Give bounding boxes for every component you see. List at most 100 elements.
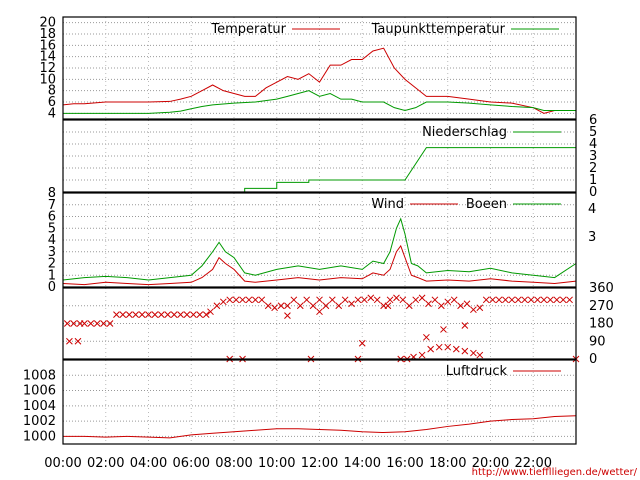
direction-point	[566, 296, 573, 304]
direction-point	[470, 306, 477, 314]
pressure-ytick-label: 1004	[23, 399, 56, 414]
direction-point	[482, 296, 490, 304]
direction-point	[157, 311, 165, 318]
wind-ytick-label: 6	[48, 210, 56, 225]
direction-point	[303, 296, 311, 304]
wind-ytick-label: 7	[48, 198, 56, 213]
direction-point	[258, 296, 266, 304]
direction-point	[164, 311, 172, 318]
direction-point	[361, 296, 368, 304]
direction-point	[232, 296, 240, 304]
wind-frame	[62, 192, 577, 288]
direction-point	[170, 311, 178, 318]
xtick-label: 04:00	[130, 456, 167, 471]
xtick-label: 06:00	[173, 456, 210, 471]
rain-ytick-label: 0	[589, 185, 597, 200]
direction-point	[335, 302, 343, 310]
direction-point	[367, 294, 375, 302]
wind-ytick-label: 5	[48, 221, 56, 236]
direction-point	[559, 296, 567, 304]
temp-ytick-label: 10	[39, 72, 56, 87]
direction-point	[219, 298, 227, 306]
direction-point	[452, 345, 460, 353]
direction-point	[316, 296, 323, 304]
xtick-label: 14:00	[344, 456, 381, 471]
rain-frame	[62, 119, 577, 193]
rain-ytick-label: 5	[589, 125, 597, 140]
temp-ytick-label: 18	[39, 27, 56, 42]
pressure-ytick-label: 1008	[23, 368, 56, 383]
direction-point	[457, 302, 464, 310]
direction-point	[271, 304, 278, 312]
direction-point	[74, 337, 82, 345]
direction-point	[553, 296, 561, 304]
direction-point	[328, 296, 336, 304]
direction-point	[476, 304, 484, 312]
direction-point	[425, 300, 432, 308]
direction-point	[202, 311, 210, 318]
direction-point	[431, 296, 439, 304]
direction-point	[540, 296, 548, 304]
temp-series-1	[63, 90, 576, 114]
direction-point	[546, 296, 554, 304]
direction-point	[100, 320, 107, 327]
direction-point	[322, 302, 330, 310]
direction-point	[348, 300, 355, 308]
pressure-legend-label: Luftdruck	[446, 364, 508, 379]
direction-point	[196, 311, 204, 318]
direction-point	[440, 326, 447, 333]
temp-ytick-label: 12	[39, 61, 56, 76]
direction-frame	[62, 287, 577, 360]
direction-point	[245, 296, 253, 304]
direction-point	[66, 337, 73, 345]
direction-point	[476, 351, 484, 359]
direction-point	[113, 311, 120, 318]
wind-ytick-label: 8	[48, 186, 56, 201]
direction-point	[239, 296, 246, 304]
pressure-frame	[62, 359, 577, 445]
rain-ytick-label: 2	[589, 161, 597, 176]
xtick-label: 10:00	[258, 456, 295, 471]
direction-point	[132, 311, 140, 318]
credit-url: http://www.tiefflliegen.de/wetter/	[472, 467, 638, 478]
wind-ytick-label: 0	[48, 280, 56, 295]
xtick-label: 16:00	[386, 456, 423, 471]
direction-point	[427, 345, 435, 353]
wind-legend-label: Wind	[371, 197, 404, 212]
direction-point	[534, 296, 541, 304]
temp-ytick-label: 14	[39, 50, 56, 65]
direction-ytick-label: 90	[589, 334, 606, 349]
direction-point	[81, 320, 88, 327]
direction-point	[450, 296, 458, 304]
direction-point	[489, 296, 496, 304]
direction-point	[70, 320, 78, 327]
direction-ytick-label: 0	[589, 352, 597, 367]
direction-point	[316, 308, 323, 316]
direction-point	[463, 300, 471, 308]
direction-point	[296, 302, 304, 310]
wind-legend-label: Boeen	[466, 197, 507, 212]
direction-point	[386, 296, 394, 304]
pressure-ytick-label: 1006	[23, 384, 56, 399]
direction-point	[125, 311, 133, 318]
direction-point	[412, 296, 420, 304]
pressure-ytick-label: 1002	[23, 414, 56, 429]
direction-point	[63, 320, 71, 327]
temp-frame	[62, 16, 577, 120]
direction-point	[444, 298, 452, 306]
direction-ytick-label: 360	[589, 281, 614, 296]
xtick-label: 02:00	[87, 456, 124, 471]
direction-point	[177, 311, 184, 318]
direction-point	[393, 294, 400, 302]
direction-point	[437, 302, 445, 310]
temp-ytick-label: 16	[39, 38, 56, 53]
direction-point	[277, 302, 285, 310]
direction-point	[119, 311, 127, 318]
wind-ytick-label: 1	[48, 268, 56, 283]
direction-point	[423, 333, 430, 341]
xtick-label: 18:00	[429, 456, 466, 471]
temp-ytick-label: 8	[48, 84, 56, 99]
